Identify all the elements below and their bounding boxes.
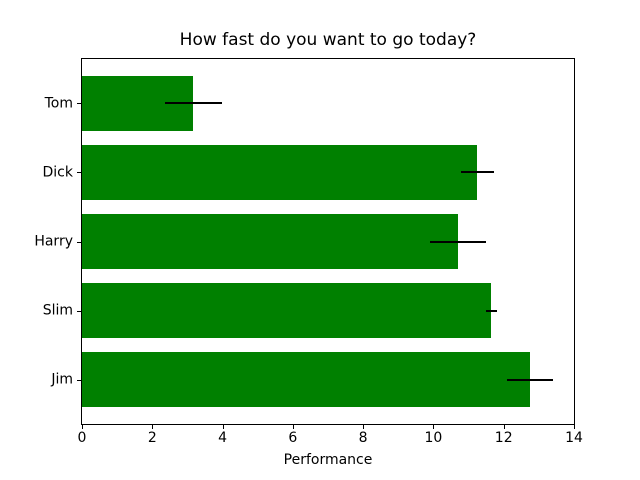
x-tick-14 <box>574 425 575 429</box>
y-tick-tom <box>77 103 81 105</box>
bar-harry <box>82 213 459 270</box>
bar-jim <box>82 352 531 408</box>
x-tick-label-2: 2 <box>147 430 157 446</box>
y-tick-label-dick: Dick <box>42 164 73 181</box>
x-axis-label: Performance <box>283 452 373 468</box>
x-tick-8 <box>363 425 365 429</box>
chart-title: How fast do you want to go today? <box>179 30 477 50</box>
x-tick-6 <box>292 425 294 429</box>
x-tick-2 <box>152 425 154 429</box>
error-bar-slim <box>485 309 498 312</box>
x-tick-0 <box>82 425 83 429</box>
y-tick-label-harry: Harry <box>34 233 73 250</box>
y-tick-harry <box>77 241 81 243</box>
error-bar-harry <box>430 240 487 243</box>
x-tick-10 <box>433 425 435 429</box>
y-tick-jim <box>77 379 81 381</box>
x-tick-label-4: 4 <box>218 430 228 446</box>
x-tick-label-12: 12 <box>494 430 513 446</box>
y-tick-label-tom: Tom <box>44 95 73 112</box>
error-bar-dick <box>460 171 494 174</box>
x-tick-12 <box>503 425 505 429</box>
y-tick-dick <box>77 172 81 174</box>
bar-dick <box>82 144 478 201</box>
y-tick-slim <box>77 310 81 312</box>
y-tick-label-slim: Slim <box>42 302 73 319</box>
x-tick-label-8: 8 <box>358 430 368 446</box>
x-tick-label-6: 6 <box>288 430 298 446</box>
x-tick-label-14: 14 <box>565 430 583 446</box>
x-tick-label-10: 10 <box>424 430 443 446</box>
x-tick-label-0: 0 <box>77 430 87 446</box>
y-tick-label-jim: Jim <box>51 371 73 388</box>
bar-slim <box>82 282 492 339</box>
x-tick-4 <box>222 425 224 429</box>
error-bar-tom <box>165 102 222 105</box>
error-bar-jim <box>506 378 554 381</box>
